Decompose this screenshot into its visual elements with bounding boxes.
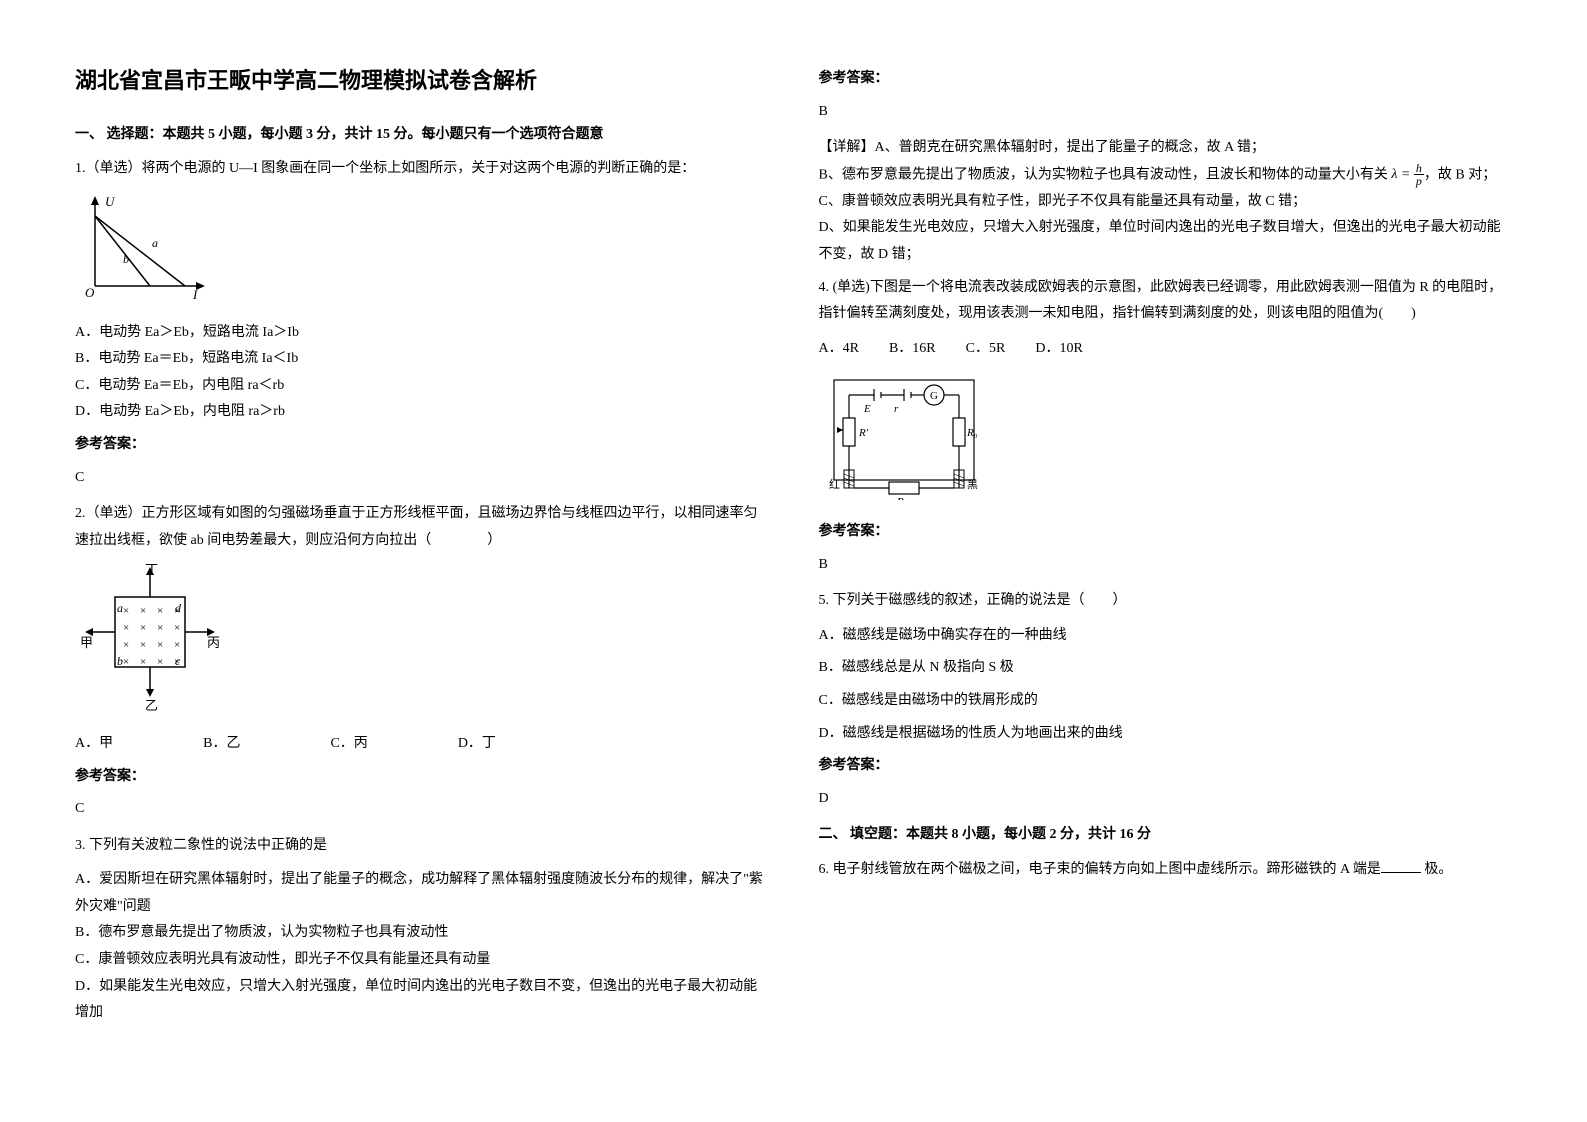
q5-answer: D: [819, 786, 1513, 813]
q6-stem-pre: 6. 电子射线管放在两个磁极之间，电子束的偏转方向如上图中虚线所示。蹄形磁铁的 …: [819, 862, 1381, 877]
q2-answer: C: [75, 796, 769, 823]
q4-label-r: r: [894, 403, 899, 415]
q1-label-b: b: [123, 252, 129, 266]
formula-den: p: [1414, 175, 1424, 187]
q5-option-d: D．磁感线是根据磁场的性质人为地画出来的曲线: [819, 721, 1513, 748]
q1-figure: U I O a b: [75, 191, 769, 312]
right-column: 参考答案： B 【详解】A、普朗克在研究黑体辐射时，提出了能量子的概念，故 A …: [794, 60, 1538, 1062]
lambda-formula: λ = h p: [1391, 162, 1424, 189]
q4-label-e: E: [863, 403, 871, 415]
q4-option-b: B．16R: [889, 336, 936, 363]
q3-detail-label: 【详解】: [819, 140, 875, 155]
q2-corner-b: b: [117, 654, 123, 668]
left-column: 湖北省宜昌市王畈中学高二物理模拟试卷含解析 一、 选择题：本题共 5 小题，每小…: [50, 60, 794, 1062]
svg-text:×: ×: [140, 605, 146, 617]
q4-option-a: A．4R: [819, 336, 859, 363]
svg-text:×: ×: [140, 622, 146, 634]
svg-text:×: ×: [157, 622, 163, 634]
document-title: 湖北省宜昌市王畈中学高二物理模拟试卷含解析: [75, 60, 769, 102]
q3-detail-c: C、康普顿效应表明光具有粒子性，即光子不仅具有能量还具有动量，故 C 错；: [819, 189, 1513, 216]
q2-corner-d: d: [175, 601, 182, 615]
svg-text:×: ×: [123, 622, 129, 634]
q3-detail-a-text: A、普朗克在研究黑体辐射时，提出了能量子的概念，故 A 错；: [875, 140, 1265, 155]
q4-label-rp: R': [858, 427, 869, 439]
q1-option-d: D．电动势 Ea＞Eb，内电阻 ra＞rb: [75, 399, 769, 426]
q3-option-c: C．康普顿效应表明光具有波动性，即光子不仅具有能量还具有动量: [75, 947, 769, 974]
svg-text:×: ×: [140, 639, 146, 651]
q2-option-b: B．乙: [203, 731, 240, 758]
q3-option-a: A．爱因斯坦在研究黑体辐射时，提出了能量子的概念，成功解释了黑体辐射强度随波长分…: [75, 867, 769, 920]
q4-label-g: G: [930, 390, 938, 402]
q4-label-black: 黑: [967, 478, 978, 491]
q3-detail-a: 【详解】A、普朗克在研究黑体辐射时，提出了能量子的概念，故 A 错；: [819, 135, 1513, 162]
q1-axis-u: U: [105, 194, 116, 209]
q4-option-c: C．5R: [966, 336, 1006, 363]
q3-option-d: D．如果能发生光电效应，只增大入射光强度，单位时间内逸出的光电子数目不变，但逸出…: [75, 974, 769, 1027]
q1-label-a: a: [152, 236, 158, 250]
q2-option-d: D．丁: [458, 731, 496, 758]
q3-stem: 3. 下列有关波粒二象性的说法中正确的是: [75, 833, 769, 860]
q1-answer-label: 参考答案：: [75, 432, 769, 459]
q4-answer-label: 参考答案：: [819, 519, 1513, 546]
svg-text:×: ×: [123, 639, 129, 651]
q1-answer: C: [75, 465, 769, 492]
q1-stem: 1.（单选）将两个电源的 U—I 图象画在同一个坐标上如图所示，关于对这两个电源…: [75, 156, 769, 183]
section1-header: 一、 选择题：本题共 5 小题，每小题 3 分，共计 15 分。每小题只有一个选…: [75, 122, 769, 149]
q2-corner-a: a: [117, 601, 123, 615]
q4-options: A．4R B．16R C．5R D．10R: [819, 336, 1513, 363]
q4-label-rx: Rₓ: [896, 496, 907, 500]
svg-text:×: ×: [157, 656, 163, 668]
svg-text:×: ×: [123, 605, 129, 617]
q2-dir-left: 甲: [80, 635, 93, 650]
q2-options: A．甲 B．乙 C．丙 D．丁: [75, 731, 769, 758]
q6-stem: 6. 电子射线管放在两个磁极之间，电子束的偏转方向如上图中虚线所示。蹄形磁铁的 …: [819, 857, 1513, 884]
q1-axis-i: I: [192, 287, 198, 301]
q4-stem: 4. (单选)下图是一个将电流表改装成欧姆表的示意图，此欧姆表已经调零，用此欧姆…: [819, 275, 1513, 328]
q3-detail-b-post: ，故 B 对；: [1424, 167, 1496, 182]
q3-detail-d: D、如果能发生光电效应，只增大入射光强度，单位时间内逸出的光电子数目增大，但逸出…: [819, 215, 1513, 268]
q2-dir-right: 丙: [207, 635, 220, 650]
q1-option-b: B．电动势 Ea＝Eb，短路电流 Ia＜Ib: [75, 346, 769, 373]
q2-dir-bottom: 乙: [145, 698, 158, 712]
q2-option-c: C．丙: [330, 731, 367, 758]
svg-text:×: ×: [174, 639, 180, 651]
q2-stem: 2.（单选）正方形区域有如图的匀强磁场垂直于正方形线框平面，且磁场边界恰与线框四…: [75, 501, 769, 554]
q5-option-a: A．磁感线是磁场中确实存在的一种曲线: [819, 623, 1513, 650]
q2-dir-top: 丁: [145, 562, 158, 577]
q1-option-a: A．电动势 Ea＞Eb，短路电流 Ia＞Ib: [75, 320, 769, 347]
q5-option-b: B．磁感线总是从 N 极指向 S 极: [819, 655, 1513, 682]
q4-option-d: D．10R: [1035, 336, 1082, 363]
q6-blank[interactable]: [1381, 872, 1421, 873]
formula-lhs: λ =: [1391, 167, 1410, 182]
q4-answer: B: [819, 552, 1513, 579]
q2-option-a: A．甲: [75, 731, 113, 758]
section2-header: 二、 填空题：本题共 8 小题，每小题 2 分，共计 16 分: [819, 822, 1513, 849]
q3-answer-label: 参考答案：: [819, 66, 1513, 93]
svg-text:×: ×: [157, 639, 163, 651]
q1-option-c: C．电动势 Ea＝Eb，内电阻 ra＜rb: [75, 373, 769, 400]
q2-corner-c: c: [175, 654, 181, 668]
q5-option-c: C．磁感线是由磁场中的铁屑形成的: [819, 688, 1513, 715]
q3-answer: B: [819, 99, 1513, 126]
svg-text:×: ×: [140, 656, 146, 668]
svg-text:×: ×: [123, 656, 129, 668]
svg-text:×: ×: [157, 605, 163, 617]
svg-text:×: ×: [174, 622, 180, 634]
q2-answer-label: 参考答案：: [75, 764, 769, 791]
q4-label-red: 红: [829, 478, 840, 491]
q6-stem-post: 极。: [1421, 862, 1453, 877]
q1-origin: O: [85, 285, 95, 300]
q4-label-r0: R₀: [966, 427, 978, 439]
q5-answer-label: 参考答案：: [819, 753, 1513, 780]
formula-fraction: h p: [1414, 162, 1424, 187]
q4-figure: G E r R' R₀: [819, 370, 1513, 511]
q3-option-b: B．德布罗意最先提出了物质波，认为实物粒子也具有波动性: [75, 920, 769, 947]
q5-stem: 5. 下列关于磁感线的叙述，正确的说法是（ ）: [819, 588, 1513, 615]
q3-detail-b: B、德布罗意最先提出了物质波，认为实物粒子也具有波动性，且波长和物体的动量大小有…: [819, 162, 1513, 189]
q3-detail-b-pre: B、德布罗意最先提出了物质波，认为实物粒子也具有波动性，且波长和物体的动量大小有…: [819, 167, 1388, 182]
q2-figure: ×××× ×××× ×××× ×××× 丁 甲 丙 乙 a d b c: [75, 562, 769, 723]
